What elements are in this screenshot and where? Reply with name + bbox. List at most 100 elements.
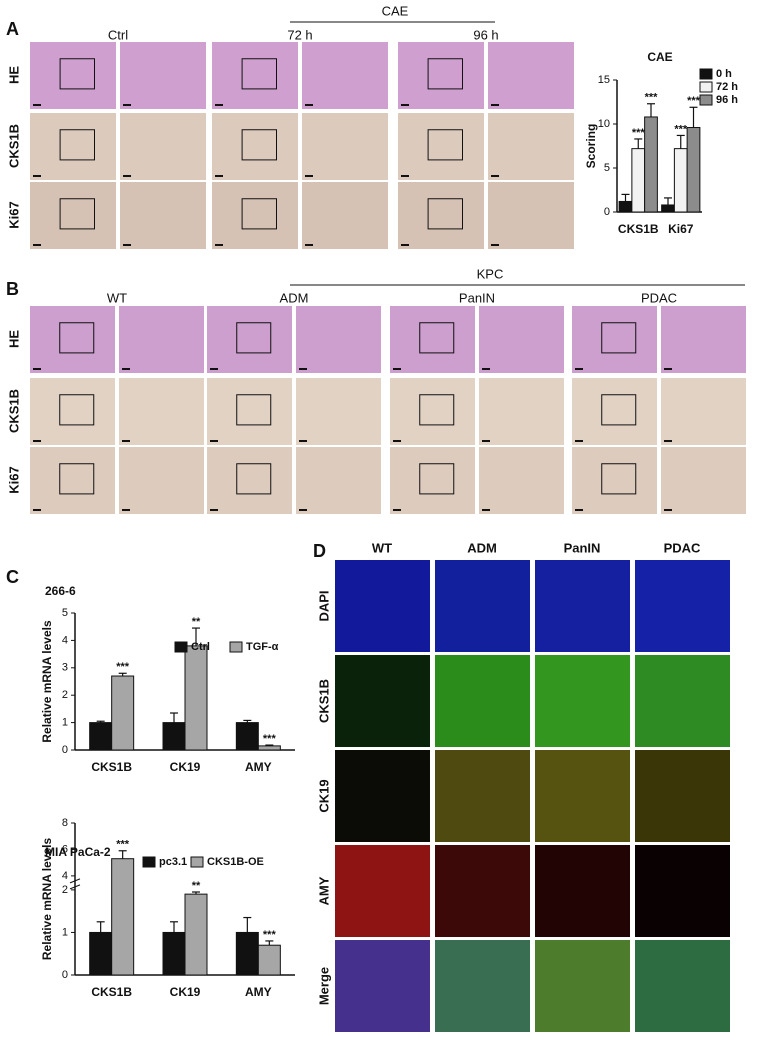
bar (673, 148, 688, 213)
scale-bar (664, 509, 672, 511)
column-label: 72 h (287, 27, 312, 42)
scale-bar (123, 104, 131, 106)
micrograph (390, 306, 475, 373)
micrograph (302, 113, 388, 180)
y-axis-label: Relative mRNA levels (40, 838, 54, 961)
y-tick-label: 4 (62, 870, 68, 882)
panel-label: C (6, 567, 19, 587)
x-tick-label: Ki67 (668, 222, 694, 236)
y-tick-label: 15 (598, 74, 610, 86)
bar (257, 745, 281, 751)
micrograph (479, 378, 564, 445)
scale-bar (305, 104, 313, 106)
fluorescence-image (435, 655, 530, 747)
scale-bar (299, 368, 307, 370)
fluorescence-image (435, 560, 530, 652)
legend-swatch (229, 641, 243, 653)
panel-label: B (6, 279, 19, 299)
y-tick-label: 3 (62, 662, 68, 674)
micrograph (479, 306, 564, 373)
micrograph (296, 378, 381, 445)
legend-swatch (699, 68, 713, 80)
micrograph (119, 306, 204, 373)
column-label: PanIN (564, 540, 601, 555)
scale-bar (393, 509, 401, 511)
x-tick-label: AMY (245, 985, 272, 999)
inset-box (427, 58, 464, 90)
x-tick-label: CK19 (170, 760, 201, 774)
y-tick-label: 1 (62, 926, 68, 938)
micrograph (30, 182, 116, 249)
fluorescence-image (535, 655, 630, 747)
micrograph (212, 113, 298, 180)
fluorescence-image (635, 655, 730, 747)
bar (111, 858, 135, 976)
fluorescence-image (535, 560, 630, 652)
micrograph (207, 447, 292, 514)
fluorescence-image (535, 845, 630, 937)
column-label: ADM (467, 540, 497, 555)
y-tick-label: 5 (604, 162, 610, 174)
bar (686, 127, 701, 213)
scale-bar (482, 368, 490, 370)
scale-bar (491, 175, 499, 177)
scale-bar (123, 244, 131, 246)
fluorescence-image (635, 940, 730, 1032)
inset-box (419, 322, 455, 354)
micrograph (212, 42, 298, 109)
bar (162, 722, 186, 751)
legend-swatch (174, 641, 188, 653)
inset-box (59, 394, 95, 426)
micrograph (661, 447, 746, 514)
fluorescence-image (335, 750, 430, 842)
x-tick-label: AMY (245, 760, 272, 774)
scale-bar (393, 440, 401, 442)
scale-bar (491, 104, 499, 106)
micrograph (120, 42, 206, 109)
inset-box (419, 394, 455, 426)
scale-bar (33, 509, 41, 511)
inset-box (419, 463, 455, 495)
bar (111, 675, 135, 751)
significance: *** (116, 661, 130, 673)
significance: *** (687, 95, 701, 107)
x-tick-label: CKS1B (91, 985, 132, 999)
micrograph (212, 182, 298, 249)
significance: *** (632, 127, 646, 139)
y-tick-label: 0 (604, 206, 610, 218)
significance: *** (116, 839, 130, 851)
row-label: Ki67 (6, 201, 21, 228)
y-tick-label: 2 (62, 884, 68, 896)
row-label: CKS1B (316, 679, 331, 723)
micrograph (398, 182, 484, 249)
row-label: HE (6, 66, 21, 84)
micrograph (30, 113, 116, 180)
scale-bar (33, 104, 41, 106)
chart-title: MIA PaCa-2 (45, 845, 111, 859)
micrograph (398, 42, 484, 109)
y-tick-label: 10 (598, 118, 610, 130)
fluorescence-image (535, 940, 630, 1032)
significance: ** (192, 616, 201, 628)
bar (184, 893, 208, 976)
scale-bar (482, 440, 490, 442)
scale-bar (393, 368, 401, 370)
y-tick-label: 8 (62, 817, 68, 829)
micrograph (572, 378, 657, 445)
micrograph (207, 378, 292, 445)
column-label: WT (107, 290, 127, 305)
inset-box (59, 322, 95, 354)
y-axis-label: Relative mRNA levels (40, 620, 54, 743)
inset-box (236, 322, 272, 354)
scale-bar (299, 509, 307, 511)
fluorescence-image (635, 845, 730, 937)
micrograph (572, 306, 657, 373)
scale-bar (664, 440, 672, 442)
micrograph (661, 306, 746, 373)
row-label: AMY (316, 876, 331, 905)
micrograph (390, 447, 475, 514)
y-tick-label: 5 (62, 607, 68, 619)
inset-box (601, 322, 637, 354)
bar (235, 722, 259, 751)
